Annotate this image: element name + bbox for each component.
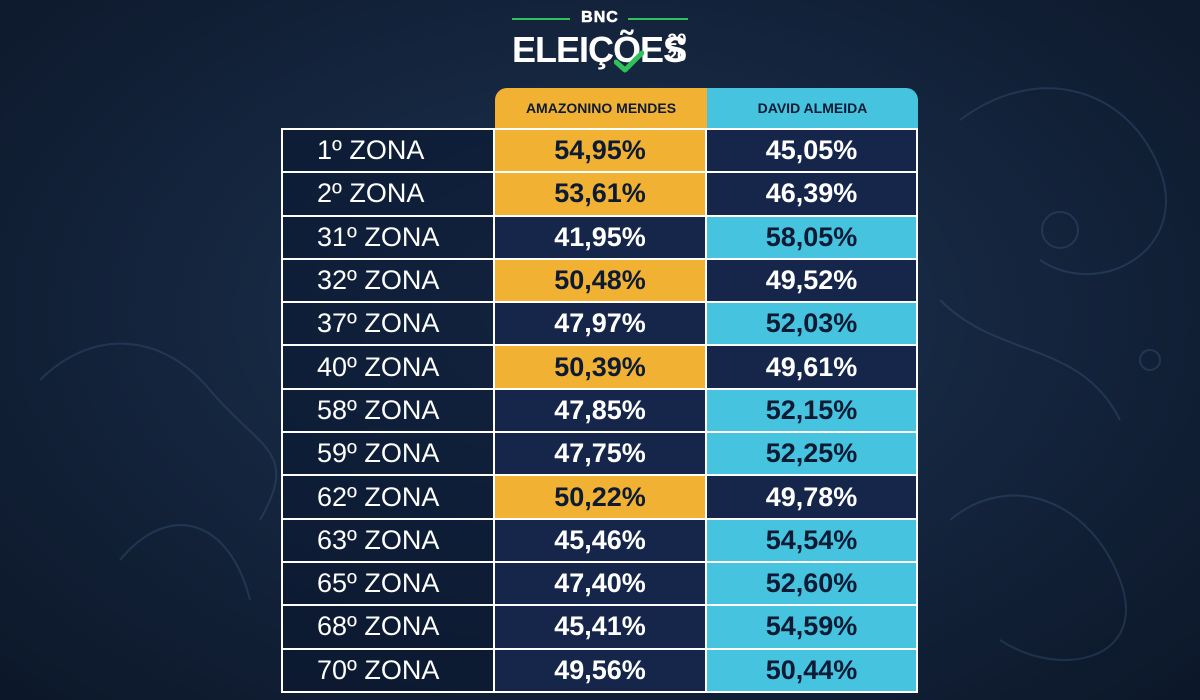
header-amazonino-mendes: AMAZONINO MENDES	[495, 88, 707, 128]
david-percentage: 50,44%	[707, 649, 916, 691]
zone-label: 40º ZONA	[283, 346, 495, 388]
table-row: 70º ZONA 49,56% 50,44%	[283, 647, 916, 693]
zone-label: 37º ZONA	[283, 303, 495, 345]
table-row: 62º ZONA 50,22% 49,78%	[283, 474, 916, 518]
table-row: 65º ZONA 47,40% 52,60%	[283, 560, 916, 605]
david-percentage: 54,59%	[707, 606, 916, 648]
amazonino-percentage: 49,56%	[495, 649, 707, 691]
zone-label: 31º ZONA	[283, 216, 495, 258]
table-row: 63º ZONA 45,46% 54,54%	[283, 517, 916, 561]
logo-year: 20 20	[664, 30, 690, 65]
amazonino-percentage: 50,22%	[495, 476, 707, 518]
amazonino-percentage: 47,85%	[495, 389, 707, 432]
logo-title: ELEIÇÕES	[512, 29, 687, 70]
logo-line-left	[512, 18, 570, 20]
zone-label: 68º ZONA	[283, 606, 495, 648]
david-percentage: 52,25%	[707, 433, 916, 475]
amazonino-percentage: 50,48%	[495, 259, 707, 302]
david-percentage: 49,61%	[707, 346, 916, 388]
table-row: 58º ZONA 47,85% 52,15%	[283, 387, 916, 432]
david-percentage: 49,78%	[707, 476, 916, 518]
table-row: 31º ZONA 41,95% 58,05%	[283, 214, 916, 258]
table-row: 37º ZONA 47,97% 52,03%	[283, 301, 916, 345]
logo-year-bottom: 20	[667, 46, 687, 65]
david-percentage: 49,52%	[707, 259, 916, 302]
bnc-eleicoes-logo: BNC ELEIÇÕES 20 20	[510, 8, 690, 73]
table-row: 59º ZONA 47,75% 52,25%	[283, 431, 916, 475]
david-percentage: 54,54%	[707, 519, 916, 561]
table-row: 68º ZONA 45,41% 54,59%	[283, 604, 916, 648]
logo-year-top: 20	[667, 30, 687, 49]
logo-line-right	[628, 18, 688, 20]
david-percentage: 52,03%	[707, 303, 916, 345]
david-percentage: 46,39%	[707, 173, 916, 215]
zone-label: 63º ZONA	[283, 519, 495, 561]
checkmark-icon	[614, 50, 644, 73]
amazonino-percentage: 47,97%	[495, 303, 707, 345]
zone-label: 32º ZONA	[283, 259, 495, 302]
table-row: 32º ZONA 50,48% 49,52%	[283, 257, 916, 302]
results-table: 1º ZONA 54,95% 45,05% 2º ZONA 53,61% 46,39% 31…	[281, 128, 918, 693]
zone-label: 59º ZONA	[283, 433, 495, 475]
amazonino-percentage: 53,61%	[495, 173, 707, 215]
zone-label: 2º ZONA	[283, 173, 495, 215]
table-row: 1º ZONA 54,95% 45,05%	[283, 128, 916, 172]
table-row: 2º ZONA 53,61% 46,39%	[283, 171, 916, 215]
zone-label: 70º ZONA	[283, 649, 495, 691]
amazonino-percentage: 47,40%	[495, 562, 707, 605]
zone-label: 65º ZONA	[283, 562, 495, 605]
table-row: 40º ZONA 50,39% 49,61%	[283, 344, 916, 388]
zone-label: 1º ZONA	[283, 130, 495, 172]
amazonino-percentage: 45,41%	[495, 606, 707, 648]
amazonino-percentage: 41,95%	[495, 216, 707, 258]
amazonino-percentage: 47,75%	[495, 433, 707, 475]
zone-label: 62º ZONA	[283, 476, 495, 518]
david-percentage: 58,05%	[707, 216, 916, 258]
header-david-almeida: DAVID ALMEIDA	[707, 88, 918, 128]
zone-label: 58º ZONA	[283, 389, 495, 432]
david-percentage: 52,60%	[707, 562, 916, 605]
amazonino-percentage: 45,46%	[495, 519, 707, 561]
david-percentage: 45,05%	[707, 130, 916, 172]
amazonino-percentage: 54,95%	[495, 130, 707, 172]
amazonino-percentage: 50,39%	[495, 346, 707, 388]
david-percentage: 52,15%	[707, 389, 916, 432]
logo-brand: BNC	[581, 9, 619, 27]
